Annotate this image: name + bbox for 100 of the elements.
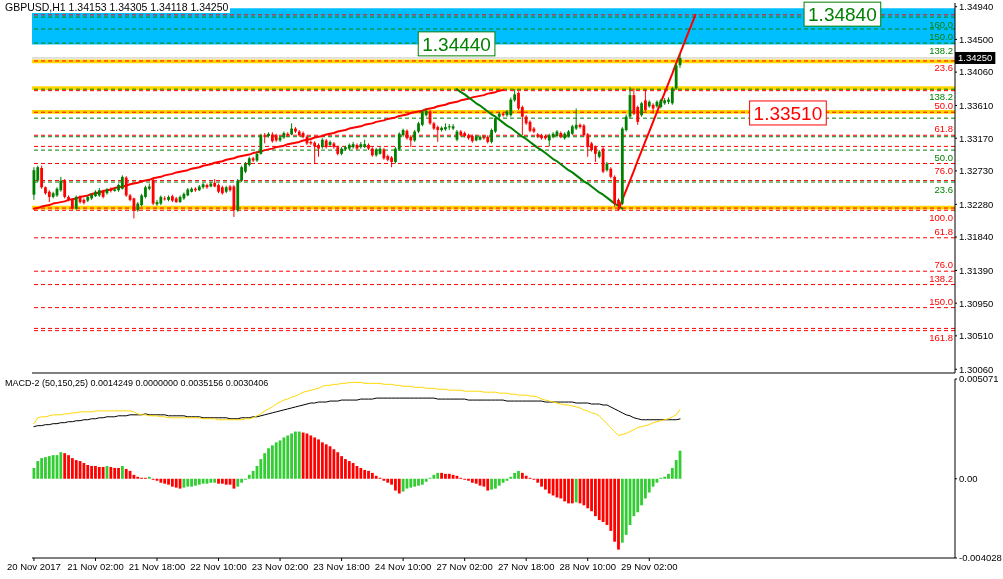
bar	[620, 478, 624, 543]
bar	[36, 461, 40, 479]
bar	[201, 478, 205, 484]
bar	[190, 478, 193, 487]
bar	[567, 478, 570, 504]
bar	[186, 478, 190, 487]
bar	[251, 470, 255, 479]
bar	[317, 439, 320, 479]
bar	[524, 475, 528, 479]
bar	[490, 478, 493, 490]
bar	[47, 456, 51, 479]
bar	[224, 478, 228, 485]
bar	[363, 469, 367, 479]
bar	[324, 444, 328, 479]
bar	[432, 474, 436, 479]
bar	[582, 478, 586, 506]
bar	[401, 478, 405, 492]
line-series	[33, 397, 681, 428]
x-tick-label: 23 Nov 02:00	[251, 560, 309, 572]
x-tick-label: 24 Nov 10:00	[374, 560, 432, 572]
bar	[286, 435, 290, 479]
bar	[117, 467, 120, 479]
x-tick-label: 21 Nov 02:00	[67, 560, 124, 572]
bar	[267, 448, 270, 479]
bar	[474, 478, 478, 484]
bar	[120, 465, 124, 479]
bar	[551, 478, 555, 496]
bar	[586, 478, 590, 509]
bar	[170, 478, 174, 487]
bar	[290, 433, 293, 479]
bar	[413, 478, 417, 487]
bar	[563, 478, 567, 502]
bar	[309, 435, 313, 479]
y-tick-label: 0.005071	[959, 373, 999, 385]
bar	[540, 478, 543, 487]
bar	[417, 478, 420, 486]
bar	[370, 472, 374, 479]
bar	[486, 478, 490, 491]
bar	[594, 478, 597, 517]
bar	[359, 467, 363, 479]
bar	[332, 449, 336, 479]
bar	[174, 478, 178, 488]
bar	[97, 466, 101, 479]
bar	[386, 478, 390, 483]
bar	[217, 478, 220, 484]
bar	[444, 473, 447, 479]
bar	[570, 478, 574, 504]
bar	[547, 478, 551, 494]
bar	[51, 455, 55, 479]
bar	[482, 478, 486, 487]
bar	[601, 478, 605, 523]
bar	[194, 478, 197, 486]
bar	[336, 452, 340, 479]
bar	[90, 465, 94, 479]
y-tick-label: -0.004028	[959, 552, 1002, 564]
bar	[636, 478, 640, 513]
bar	[63, 453, 67, 479]
bar	[574, 478, 578, 503]
x-tick-label: 29 Nov 02:00	[621, 560, 678, 572]
bar	[301, 432, 305, 479]
bar	[159, 478, 163, 483]
bar	[420, 478, 424, 485]
bar	[297, 431, 301, 479]
bar	[109, 466, 113, 479]
bar	[397, 478, 401, 494]
bar	[517, 470, 520, 479]
bar	[313, 437, 317, 479]
bar	[44, 457, 47, 479]
bar	[436, 472, 440, 479]
bar	[440, 472, 443, 479]
bar	[236, 478, 240, 487]
bar	[409, 478, 413, 488]
bar	[74, 460, 78, 479]
bar	[101, 466, 105, 479]
bar	[274, 442, 278, 479]
bar	[501, 478, 505, 483]
x-tick-label: 20 Nov 2017	[6, 560, 61, 572]
bar	[294, 431, 297, 479]
x-tick-label: 21 Nov 18:00	[128, 560, 186, 572]
bar	[374, 475, 378, 479]
bar	[344, 459, 347, 479]
bar	[559, 478, 563, 499]
bar	[351, 463, 355, 479]
x-tick-label: 27 Nov 02:00	[436, 560, 493, 572]
bar	[617, 478, 620, 550]
bar	[86, 464, 90, 479]
bar	[536, 478, 540, 483]
bar	[320, 442, 324, 479]
bar	[94, 465, 97, 479]
bar	[270, 445, 274, 479]
bar	[367, 470, 370, 479]
bar	[59, 452, 63, 479]
x-tick-label: 22 Nov 10:00	[190, 560, 247, 572]
bar	[424, 478, 428, 482]
bar	[394, 478, 397, 491]
bar	[124, 468, 128, 479]
bar	[163, 478, 167, 484]
bar	[497, 478, 501, 486]
bar	[67, 455, 70, 479]
bar	[597, 478, 601, 521]
